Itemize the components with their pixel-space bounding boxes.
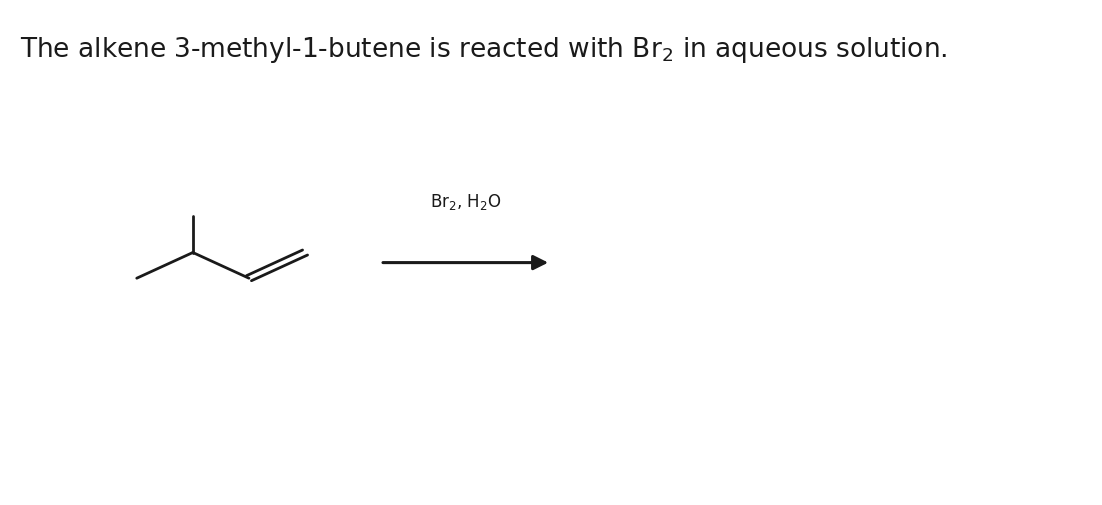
Text: Br$_2$, H$_2$O: Br$_2$, H$_2$O — [430, 192, 501, 212]
Text: The alkene 3-methyl-1-butene is reacted with Br$_2$ in aqueous solution.: The alkene 3-methyl-1-butene is reacted … — [20, 35, 948, 65]
